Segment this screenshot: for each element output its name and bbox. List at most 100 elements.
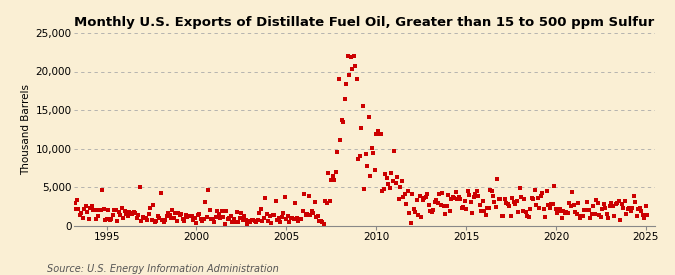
Point	[340, 97, 350, 101]
Point	[441, 204, 452, 208]
Point	[357, 103, 368, 108]
Point	[133, 212, 144, 217]
Point	[534, 206, 545, 211]
Point	[431, 197, 441, 202]
Point	[483, 205, 494, 210]
Point	[446, 196, 456, 201]
Point	[219, 221, 230, 226]
Point	[384, 186, 395, 190]
Point	[438, 204, 449, 208]
Point	[111, 219, 122, 223]
Point	[466, 211, 477, 215]
Point	[371, 132, 381, 137]
Point	[363, 115, 374, 119]
Point	[148, 202, 159, 207]
Point	[543, 203, 554, 207]
Point	[435, 202, 446, 207]
Point	[342, 54, 353, 58]
Point	[95, 208, 106, 213]
Point	[255, 207, 266, 212]
Point	[250, 219, 261, 223]
Point	[178, 217, 188, 221]
Point	[206, 217, 217, 222]
Point	[221, 209, 232, 214]
Point	[433, 192, 444, 197]
Point	[449, 196, 460, 200]
Point	[104, 218, 115, 222]
Point	[622, 207, 633, 211]
Point	[480, 213, 491, 217]
Point	[230, 219, 241, 224]
Point	[354, 154, 365, 158]
Point	[80, 204, 91, 208]
Point	[535, 194, 546, 199]
Point	[529, 188, 540, 192]
Point	[171, 219, 182, 223]
Point	[188, 218, 199, 222]
Point	[398, 195, 408, 199]
Point	[380, 172, 391, 177]
Point	[407, 192, 418, 197]
Point	[492, 177, 503, 181]
Point	[209, 220, 220, 224]
Point	[254, 211, 265, 216]
Point	[218, 215, 229, 219]
Point	[487, 194, 498, 199]
Point	[387, 179, 398, 183]
Point	[528, 196, 539, 201]
Point	[191, 220, 202, 225]
Point	[176, 212, 187, 216]
Point	[287, 215, 298, 220]
Point	[338, 120, 348, 124]
Point	[540, 215, 551, 219]
Point	[227, 220, 238, 224]
Point	[294, 217, 305, 221]
Point	[321, 201, 332, 205]
Point	[570, 210, 580, 214]
Point	[593, 200, 603, 205]
Point	[161, 214, 172, 218]
Point	[597, 207, 608, 211]
Point	[107, 212, 118, 217]
Point	[115, 213, 126, 217]
Point	[452, 196, 462, 201]
Point	[506, 214, 516, 219]
Point	[551, 207, 562, 211]
Point	[564, 201, 575, 205]
Point	[169, 216, 180, 220]
Point	[364, 174, 375, 178]
Point	[394, 197, 404, 201]
Point	[526, 196, 537, 200]
Point	[335, 138, 346, 142]
Point	[616, 202, 627, 206]
Point	[94, 208, 105, 213]
Point	[82, 210, 92, 214]
Point	[298, 209, 308, 213]
Point	[113, 210, 124, 214]
Point	[367, 146, 377, 150]
Point	[562, 210, 573, 215]
Point	[594, 213, 605, 217]
Point	[561, 210, 572, 214]
Point	[344, 73, 354, 78]
Point	[503, 202, 514, 206]
Point	[522, 214, 533, 218]
Point	[481, 206, 492, 210]
Point	[155, 191, 166, 195]
Point	[277, 215, 288, 220]
Point	[273, 216, 284, 221]
Point	[313, 214, 323, 218]
Point	[545, 206, 556, 210]
Point	[246, 218, 257, 222]
Point	[306, 209, 317, 213]
Point	[633, 207, 644, 212]
Point	[182, 215, 193, 219]
Point	[556, 216, 567, 221]
Point	[74, 213, 85, 218]
Point	[518, 209, 529, 213]
Point	[512, 199, 522, 204]
Point	[383, 182, 394, 186]
Point	[620, 199, 630, 203]
Point	[327, 174, 338, 178]
Point	[140, 216, 151, 221]
